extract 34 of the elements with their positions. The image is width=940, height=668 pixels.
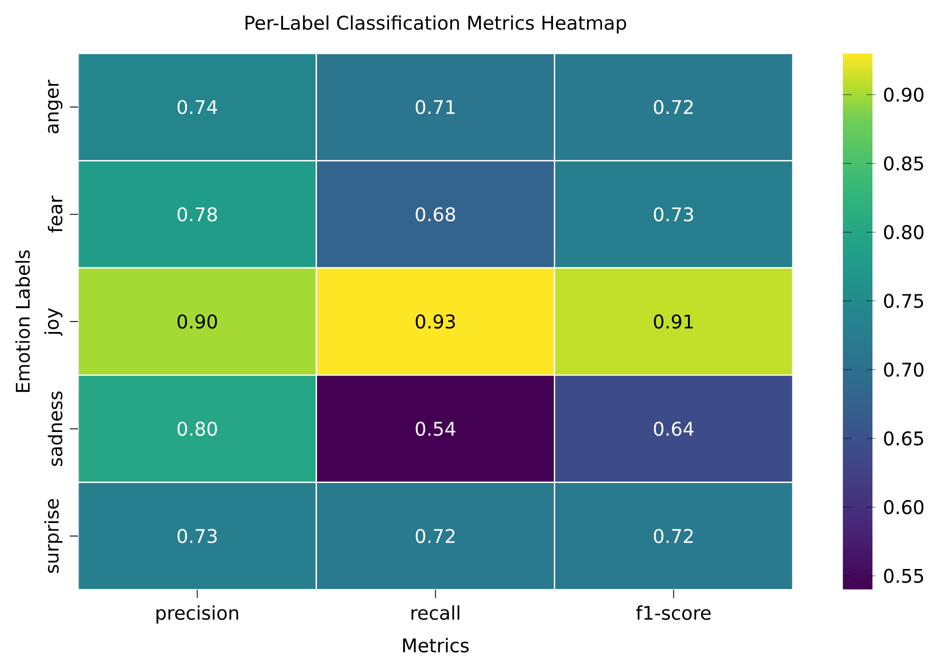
y-tick-label: surprise [44,499,62,573]
y-tick-label: sadness [48,392,62,466]
chart-title: Per-Label Classification Metrics Heatmap [246,15,626,34]
y-tick-label: fear [48,196,62,233]
color-bar-label: 0.70 [884,362,924,377]
data-label: 0.72 [654,529,693,544]
y-tick-label: joy [44,308,62,336]
data-label: 0.73 [654,207,694,222]
color-bar-label: 0.75 [884,294,924,308]
data-label: 0.72 [416,529,454,544]
data-label: 0.72 [654,100,693,114]
x-axis-title: Metrics [403,638,469,653]
data-label: 0.90 [178,314,217,329]
data-label: 0.80 [178,422,217,436]
color-bar-label: 0.90 [884,88,924,102]
x-tick-label: precision [156,605,238,624]
data-label: 0.93 [416,314,455,329]
y-axis-title: Emotion Labels [15,250,30,392]
data-label: 0.73 [178,529,217,544]
x-tick-label: recall [412,605,460,620]
color-bar-label: 0.55 [884,568,924,584]
color-bar-label: 0.65 [884,431,924,446]
data-label: 0.64 [654,422,694,436]
data-label: 0.78 [178,207,217,222]
x-tick-label: f1-score [636,605,711,620]
data-label: 0.74 [178,100,218,114]
color-bar-label: 0.80 [884,225,924,240]
data-label: 0.71 [416,100,455,114]
data-label: 0.68 [416,207,456,222]
y-tick-label: anger [48,80,62,134]
data-label: 0.91 [654,314,693,329]
color-bar-label: 0.85 [884,156,924,171]
data-label: 0.54 [416,422,456,436]
color-bar-label: 0.60 [884,500,924,514]
